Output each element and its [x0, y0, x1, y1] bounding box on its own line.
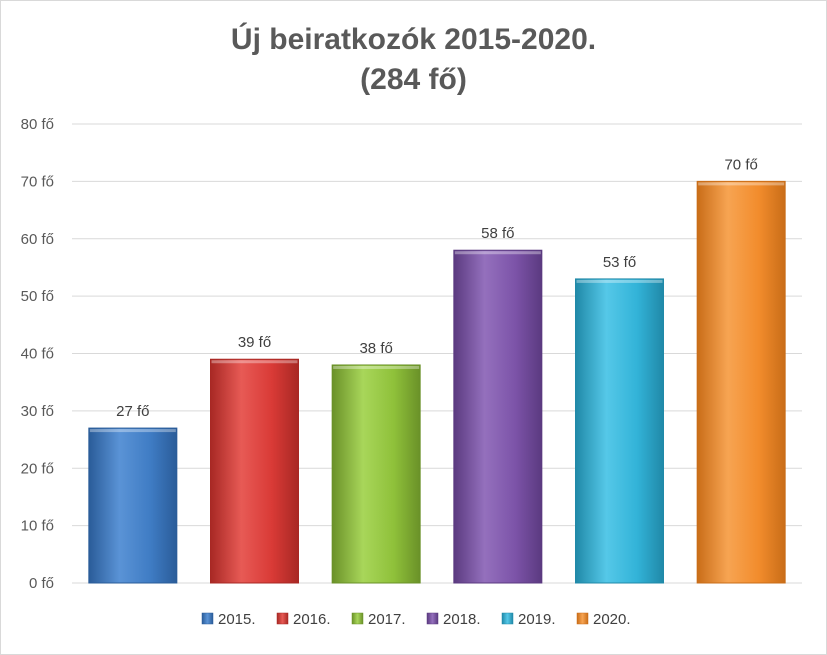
bar-highlight — [698, 182, 785, 186]
legend-label: 2018. — [443, 611, 481, 628]
legend-swatch — [426, 612, 439, 625]
y-axis-tick-labels: 0 fő 10 fő 20 fő 30 fő 40 fő 50 fő 60 fő 70 fő 8… — [21, 116, 54, 592]
data-label: 58 fő — [481, 225, 514, 242]
legend-swatch — [501, 612, 514, 625]
y-tick-label: 80 fő — [21, 116, 54, 133]
legend-label: 2016. — [293, 611, 331, 628]
legend-swatch — [276, 612, 289, 625]
bar-2017 — [331, 364, 421, 584]
data-labels: 27 fő 39 fő 38 fő 58 fő 53 fő 70 fő — [116, 156, 758, 420]
chart-title-line: Új beiratkozók 2015-2020. — [230, 23, 597, 56]
bar-2020 — [696, 180, 786, 584]
data-label: 70 fő — [724, 156, 757, 173]
y-tick-label: 10 fő — [21, 518, 54, 535]
bar-highlight — [333, 365, 420, 369]
legend-label: 2015. — [218, 611, 256, 628]
y-tick-label: 60 fő — [21, 231, 54, 248]
bar-2019 — [575, 278, 664, 584]
bar-highlight — [211, 360, 298, 364]
legend-swatch — [351, 612, 364, 625]
y-tick-label: 30 fő — [21, 403, 54, 420]
bar-highlight — [576, 279, 663, 283]
data-label: 38 fő — [359, 340, 392, 357]
data-label: 27 fő — [116, 403, 149, 420]
bar-highlight — [454, 251, 541, 255]
data-label: 39 fő — [238, 334, 271, 351]
y-tick-label: 50 fő — [21, 288, 54, 305]
bar-highlight — [89, 429, 176, 433]
legend-swatch — [576, 612, 589, 625]
legend-swatch — [201, 612, 214, 625]
chart-subtitle: (284 fő) — [360, 63, 467, 96]
y-tick-label: 0 fő — [29, 575, 54, 592]
bars — [88, 180, 786, 584]
bar-2015 — [88, 427, 178, 584]
gridlines — [72, 123, 802, 584]
y-tick-label: 70 fő — [21, 173, 54, 190]
y-tick-label: 20 fő — [21, 460, 54, 477]
legend: 2015. 2016. 2017. 2018. 2019. 2020. — [201, 611, 631, 628]
legend-label: 2019. — [518, 611, 556, 628]
legend-label: 2017. — [368, 611, 406, 628]
chart-title: Új beiratkozók 2015-2020. (284 fő) — [0, 20, 827, 100]
y-tick-label: 40 fő — [21, 346, 54, 363]
data-label: 53 fő — [603, 254, 636, 271]
legend-label: 2020. — [593, 611, 631, 628]
bar-2016 — [210, 358, 299, 584]
bar-2018 — [453, 249, 543, 584]
